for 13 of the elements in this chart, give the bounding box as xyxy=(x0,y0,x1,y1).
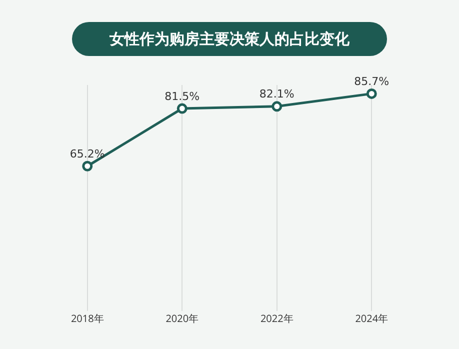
x-tick-label: 2018年 xyxy=(70,311,104,325)
x-tick-label: 2022年 xyxy=(260,311,294,325)
x-tick-label: 2024年 xyxy=(355,311,388,325)
point xyxy=(82,160,93,172)
point xyxy=(272,101,282,112)
data-label: 85.7% xyxy=(354,74,390,88)
chart-title: 女性作为购房主要决策人的占比变化 xyxy=(72,22,387,56)
data-label: 81.5% xyxy=(164,90,200,103)
point xyxy=(366,88,377,99)
data-label: 65.2% xyxy=(70,147,105,160)
point xyxy=(176,103,188,114)
x-tick-label: 2020年 xyxy=(166,311,199,325)
data-label: 82.1% xyxy=(259,88,294,101)
